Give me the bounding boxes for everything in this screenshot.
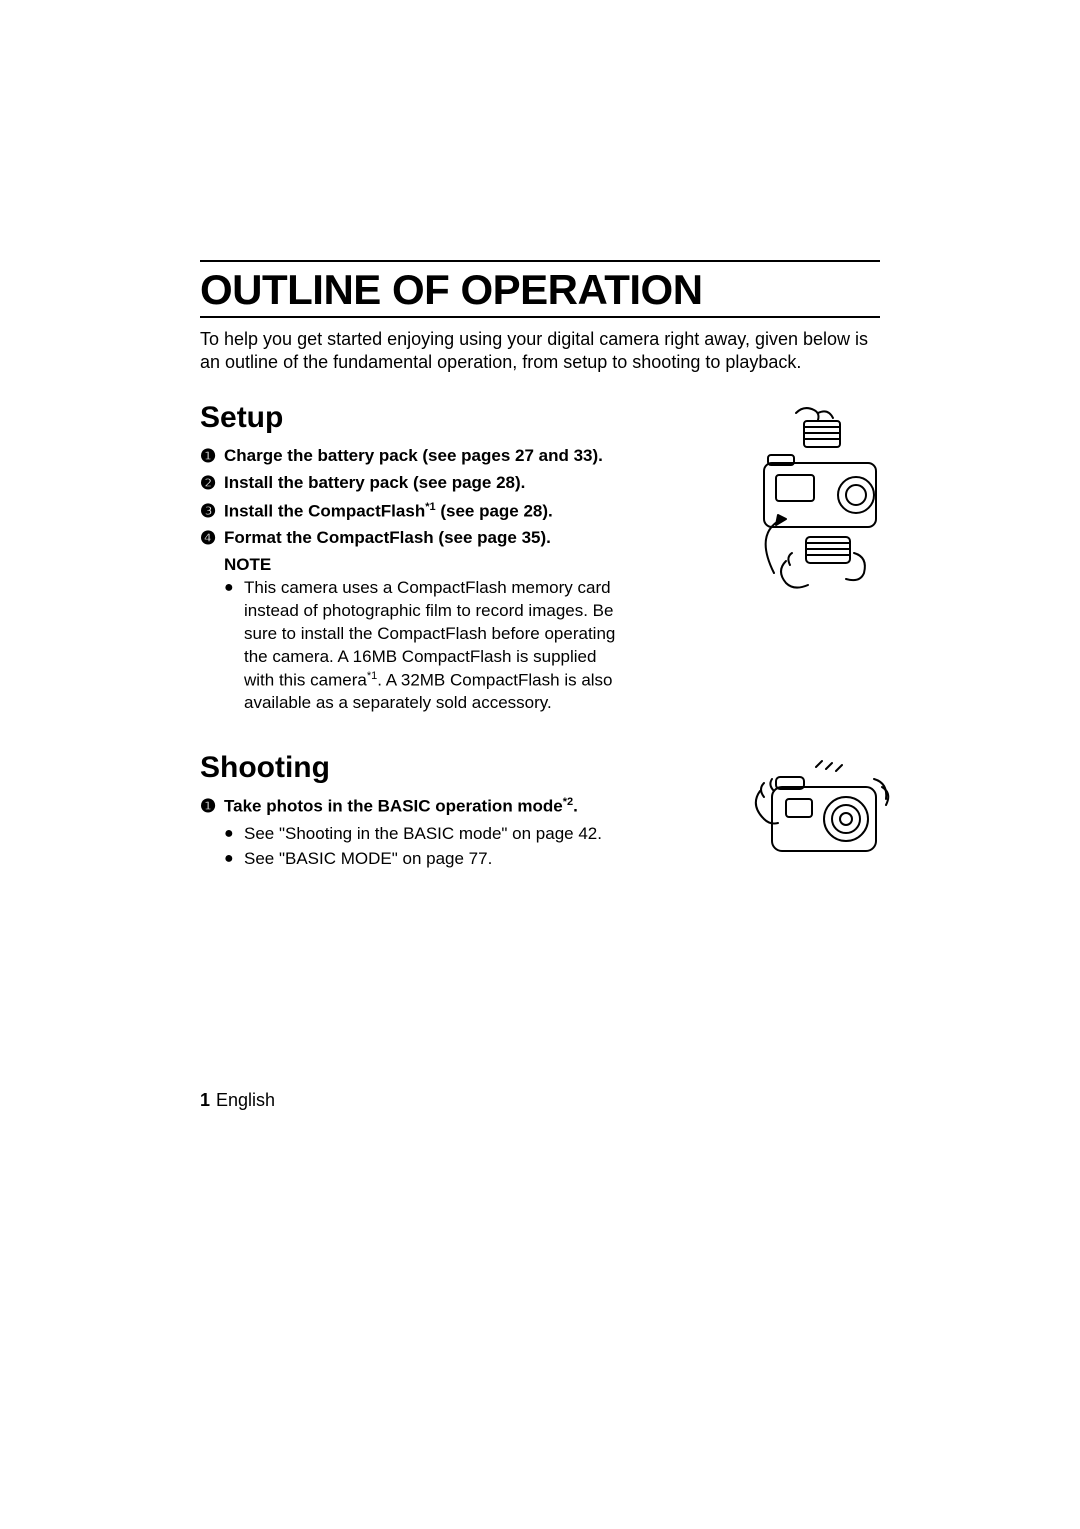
step-text: Format the CompactFlash (see page 35).	[224, 527, 551, 550]
step-number-icon: ❷	[200, 472, 224, 495]
setup-step-1: ❶ Charge the battery pack (see pages 27 …	[200, 445, 630, 468]
footnote-ref: *1	[425, 501, 435, 513]
bullet-text: See "Shooting in the BASIC mode" on page…	[244, 823, 602, 846]
intro-paragraph: To help you get started enjoying using y…	[200, 328, 880, 373]
note-bullet: ● This camera uses a CompactFlash memory…	[224, 577, 630, 715]
bullet-icon: ●	[224, 823, 244, 846]
setup-steps: ❶ Charge the battery pack (see pages 27 …	[200, 445, 630, 715]
bullet-text: See "BASIC MODE" on page 77.	[244, 848, 492, 871]
setup-illustration	[746, 403, 896, 598]
shooting-bullet-1: ● See "Shooting in the BASIC mode" on pa…	[224, 823, 630, 846]
note-text: This camera uses a CompactFlash memory c…	[244, 577, 630, 715]
step-text-b: .	[573, 797, 578, 816]
shooting-illustration	[746, 757, 896, 882]
shooting-section: Shooting ❶ Take photos in the BASIC oper…	[200, 751, 880, 870]
bullet-icon: ●	[224, 848, 244, 871]
page-number: 1	[200, 1090, 210, 1110]
step-number-icon: ❹	[200, 527, 224, 550]
title-rule-top	[200, 260, 880, 262]
bullet-icon: ●	[224, 577, 244, 715]
step-text: Install the battery pack (see page 28).	[224, 472, 525, 495]
step-number-icon: ❶	[200, 795, 224, 818]
step-text-b: (see page 28).	[436, 501, 553, 520]
note-label: NOTE	[224, 555, 630, 575]
step-text-a: Take photos in the BASIC operation mode	[224, 797, 563, 816]
step-number-icon: ❸	[200, 500, 224, 523]
shooting-steps: ❶ Take photos in the BASIC operation mod…	[200, 795, 630, 870]
setup-step-4: ❹ Format the CompactFlash (see page 35).	[200, 527, 630, 550]
setup-step-3: ❸ Install the CompactFlash*1 (see page 2…	[200, 500, 630, 524]
step-text-a: Install the CompactFlash	[224, 501, 425, 520]
step-number-icon: ❶	[200, 445, 224, 468]
footnote-ref: *1	[367, 670, 377, 682]
setup-section: Setup ❶ Charge the battery pack (see pag…	[200, 401, 880, 715]
shooting-step-1: ❶ Take photos in the BASIC operation mod…	[200, 795, 630, 819]
setup-step-2: ❷ Install the battery pack (see page 28)…	[200, 472, 630, 495]
page-language: English	[216, 1090, 275, 1110]
page-title: OUTLINE OF OPERATION	[200, 266, 880, 318]
shooting-bullet-2: ● See "BASIC MODE" on page 77.	[224, 848, 630, 871]
page-footer: 1 English	[200, 1090, 275, 1111]
footnote-ref: *2	[563, 796, 573, 808]
step-text: Take photos in the BASIC operation mode*…	[224, 795, 578, 819]
step-text: Charge the battery pack (see pages 27 an…	[224, 445, 603, 468]
step-text: Install the CompactFlash*1 (see page 28)…	[224, 500, 553, 524]
